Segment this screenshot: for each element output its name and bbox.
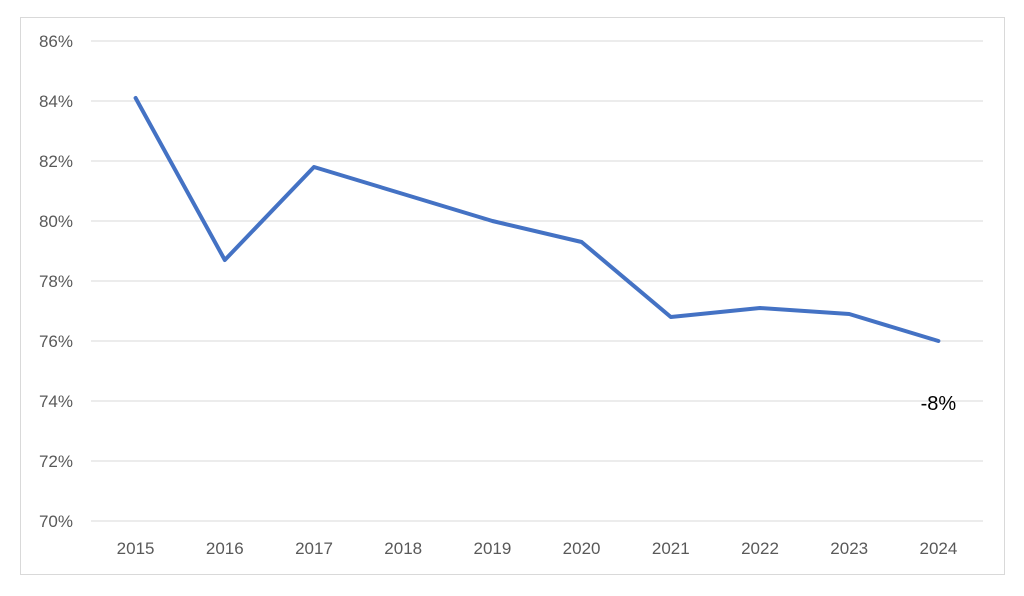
x-tick-label: 2023	[830, 539, 868, 558]
y-tick-label: 84%	[39, 92, 73, 111]
gridlines	[91, 40, 983, 522]
x-tick-label: 2017	[295, 539, 333, 558]
x-tick-label: 2015	[117, 539, 155, 558]
annotations-layer: -8%	[921, 393, 957, 415]
x-tick-label: 2024	[919, 539, 957, 558]
x-tick-label: 2020	[563, 539, 601, 558]
y-tick-label: 86%	[39, 32, 73, 51]
x-tick-label: 2016	[206, 539, 244, 558]
x-axis-tick-labels: 2015 2016 2017 2018 2019 2020 2021 2022 2023 2024	[117, 539, 958, 558]
x-tick-label: 2018	[384, 539, 422, 558]
x-tick-label: 2019	[473, 539, 511, 558]
y-tick-label: 72%	[39, 452, 73, 471]
y-tick-label: 74%	[39, 392, 73, 411]
x-tick-label: 2021	[652, 539, 690, 558]
y-tick-label: 80%	[39, 212, 73, 231]
y-tick-label: 82%	[39, 152, 73, 171]
y-tick-label: 76%	[39, 332, 73, 351]
y-tick-label: 70%	[39, 512, 73, 531]
series-line	[133, 96, 941, 343]
chart-frame	[20, 17, 1005, 575]
series-layer	[133, 96, 941, 343]
y-tick-label: 78%	[39, 272, 73, 291]
data-label-annotation: -8%	[921, 393, 957, 415]
x-tick-label: 2022	[741, 539, 779, 558]
y-axis-tick-labels: 70% 72% 74% 76% 78% 80% 82% 84% 86%	[39, 32, 73, 531]
